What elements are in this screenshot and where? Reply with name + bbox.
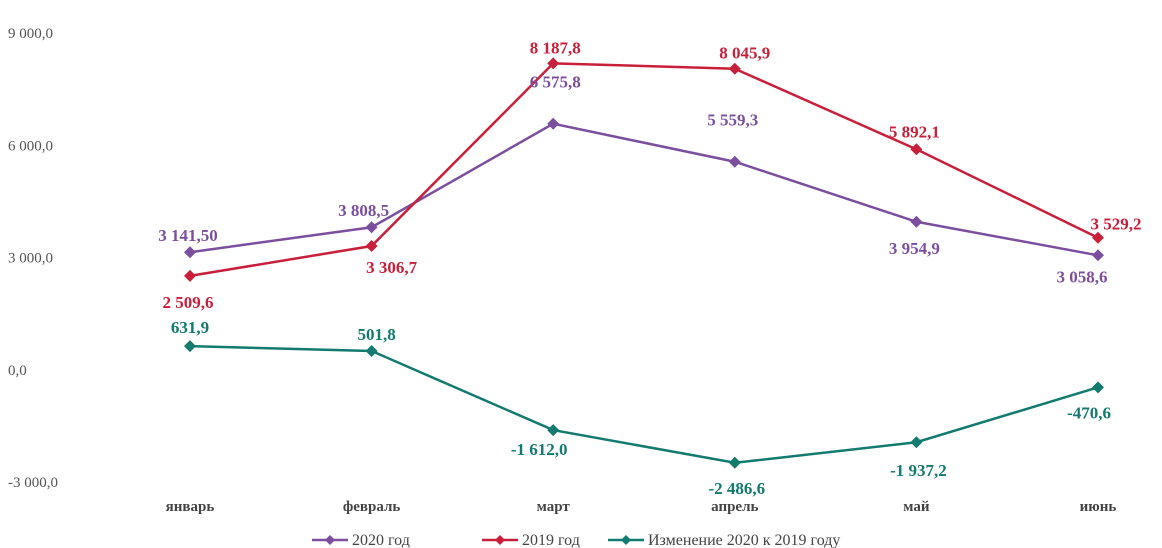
series-lines <box>189 62 1099 465</box>
legend-label: Изменение 2020 к 2019 году <box>648 532 840 548</box>
data-label: 3 529,2 <box>1091 215 1142 234</box>
data-label: -1 612,0 <box>511 440 568 459</box>
data-label: 5 559,3 <box>707 111 758 130</box>
y-tick-label: 6 000,0 <box>8 138 53 154</box>
data-label: 5 892,1 <box>889 122 940 141</box>
x-tick-label: февраль <box>343 499 401 515</box>
series-markers <box>184 57 1104 469</box>
series-marker <box>1092 231 1104 244</box>
data-label: 631,9 <box>171 318 209 337</box>
series-marker <box>728 62 741 75</box>
x-tick-label: январь <box>166 499 215 515</box>
data-label: 3 306,7 <box>366 258 418 277</box>
data-label: 3 954,9 <box>889 239 940 258</box>
data-label: 2 509,6 <box>163 293 214 312</box>
series-marker <box>365 221 378 234</box>
series-marker <box>365 240 378 253</box>
data-labels: 3 141,50 3 808,5 6 575,8 5 559,3 3 954,9 3 05… <box>158 38 1141 497</box>
data-label: -1 937,2 <box>890 461 947 480</box>
series-line-2 <box>189 344 1099 465</box>
y-tick-label: 9 000,0 <box>8 26 53 42</box>
x-tick-label: май <box>903 499 930 515</box>
data-label: 8 187,8 <box>530 38 581 57</box>
x-axis: январь февраль март апрель май июнь <box>166 499 1117 515</box>
data-label: 501,8 <box>357 325 395 344</box>
x-tick-label: март <box>537 499 571 515</box>
series-line-1 <box>189 62 1099 278</box>
series-line-0 <box>189 122 1099 257</box>
data-label: 3 141,50 <box>158 226 218 245</box>
series-marker <box>910 143 923 156</box>
series-marker <box>184 340 196 353</box>
y-tick-label: -3 000,0 <box>8 475 58 491</box>
series-marker <box>1092 249 1104 262</box>
y-tick-label: 0,0 <box>8 363 27 379</box>
legend-marker <box>621 535 631 545</box>
legend: 2020 год 2019 год Изменение 2020 к 2019 го… <box>312 532 840 548</box>
series-marker <box>728 155 741 168</box>
series-marker <box>910 215 923 228</box>
data-label: -470,6 <box>1067 403 1111 422</box>
data-label: -2 486,6 <box>708 479 765 498</box>
x-tick-label: июнь <box>1080 499 1117 515</box>
series-marker <box>728 456 741 469</box>
data-label: 3 058,6 <box>1057 267 1108 286</box>
series-marker <box>184 246 196 259</box>
series-marker <box>547 57 560 70</box>
data-label: 3 808,5 <box>338 201 389 220</box>
series-marker <box>910 436 923 449</box>
series-marker <box>184 269 196 282</box>
series-marker <box>547 424 560 437</box>
legend-marker <box>325 535 335 545</box>
series-marker <box>365 344 378 357</box>
series-marker <box>547 117 560 130</box>
series-marker <box>1092 381 1104 394</box>
data-label: 8 045,9 <box>719 44 770 63</box>
legend-label: 2019 год <box>522 532 580 548</box>
x-tick-label: апрель <box>711 499 758 515</box>
y-axis: 9 000,0 6 000,0 3 000,0 0,0 -3 000,0 <box>8 26 58 491</box>
y-tick-label: 3 000,0 <box>8 251 53 267</box>
legend-marker <box>495 535 505 545</box>
legend-label: 2020 год <box>352 532 410 548</box>
data-label: 6 575,8 <box>530 73 581 92</box>
